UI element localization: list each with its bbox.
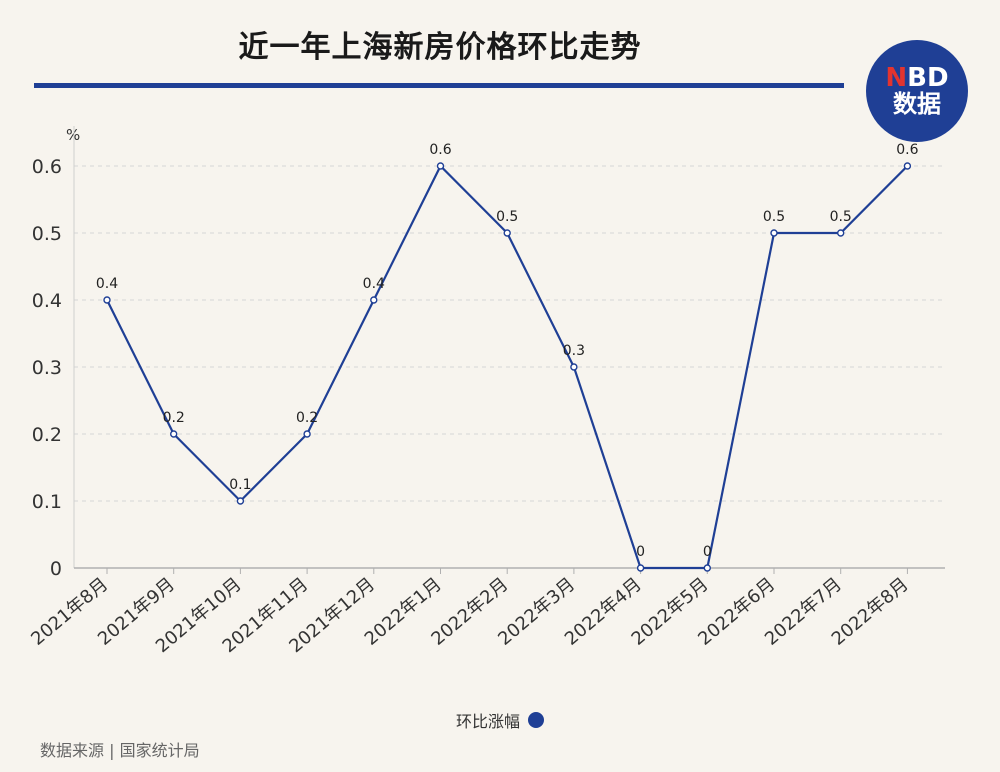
data-labels: 0.4 0.2 0.1 0.2 0.4 0.6 0.5 0.3 0 0 0.5 0.5 0.6 bbox=[96, 142, 919, 560]
data-point bbox=[837, 229, 845, 237]
data-points bbox=[103, 162, 912, 572]
nbd-logo: NBD 数据 bbox=[866, 40, 968, 142]
data-label: 0.5 bbox=[830, 209, 852, 225]
y-tick-label: 0.1 bbox=[32, 491, 62, 513]
data-point bbox=[103, 296, 111, 304]
data-point bbox=[770, 229, 778, 237]
title-divider bbox=[34, 83, 844, 88]
data-point bbox=[503, 229, 511, 237]
data-source: 数据来源 | 国家统计局 bbox=[40, 741, 200, 760]
data-point bbox=[903, 162, 912, 170]
legend-label: 环比涨幅 bbox=[455, 712, 520, 731]
data-point bbox=[169, 430, 178, 438]
x-axis: 2021年8月2021年9月2021年10月2021年11月2021年12月20… bbox=[27, 567, 945, 657]
legend-marker-icon bbox=[528, 712, 544, 728]
grid-lines bbox=[74, 165, 945, 502]
y-tick-label: 0.4 bbox=[32, 290, 62, 312]
data-label: 0 bbox=[703, 544, 712, 560]
data-label: 0.6 bbox=[896, 142, 918, 158]
legend: 环比涨幅 bbox=[0, 708, 1000, 732]
data-label: 0.3 bbox=[563, 343, 585, 359]
y-tick-label: 0.5 bbox=[32, 223, 62, 245]
data-label: 0.4 bbox=[96, 276, 118, 292]
line-chart: % 0 0.1 0.2 0.3 0.4 0.5 0.6 2021年8月2021年9月2021… bbox=[27, 126, 945, 657]
data-label: 0.2 bbox=[163, 410, 185, 426]
data-label: 0.6 bbox=[429, 142, 451, 158]
data-label: 0.5 bbox=[763, 209, 785, 225]
y-tick-label: 0 bbox=[50, 558, 62, 580]
data-label: 0.2 bbox=[296, 410, 318, 426]
data-label: 0 bbox=[636, 544, 645, 560]
data-point bbox=[636, 564, 645, 572]
y-axis: 0 0.1 0.2 0.3 0.4 0.5 0.6 bbox=[32, 126, 75, 580]
y-axis-unit: % bbox=[66, 126, 80, 144]
y-tick-label: 0.2 bbox=[32, 424, 62, 446]
data-label: 0.1 bbox=[229, 477, 251, 493]
data-label: 0.5 bbox=[496, 209, 518, 225]
data-label: 0.4 bbox=[363, 276, 385, 292]
y-tick-label: 0.3 bbox=[32, 357, 62, 379]
data-point bbox=[703, 564, 711, 572]
data-point bbox=[370, 296, 378, 304]
data-point bbox=[303, 430, 311, 438]
y-tick-label: 0.6 bbox=[32, 156, 62, 178]
data-point bbox=[436, 162, 445, 170]
data-point bbox=[236, 497, 245, 505]
data-point bbox=[570, 363, 578, 371]
chart-title: 近一年上海新房价格环比走势 bbox=[238, 30, 642, 65]
